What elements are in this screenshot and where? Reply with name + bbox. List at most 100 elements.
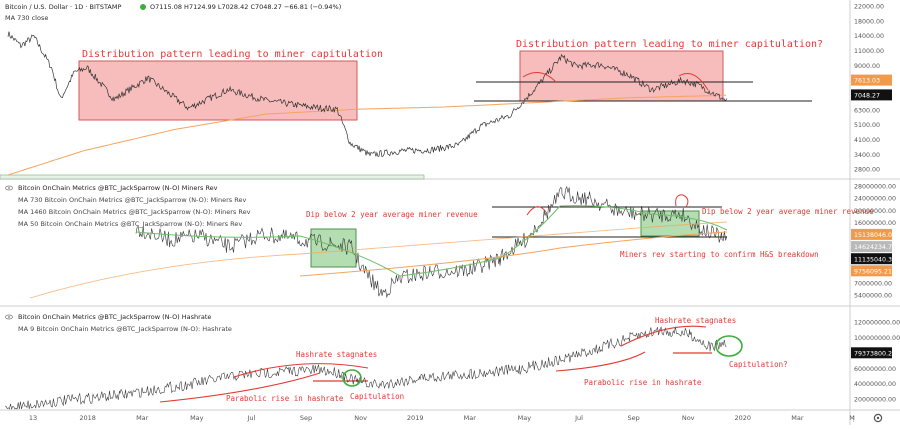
miners-rev-ma730-label[interactable]: MA 730 Bitcoin OnChain Metrics @BTC_Jack…	[18, 196, 246, 204]
miners-rev-ma730-line[interactable]	[299, 231, 728, 277]
time-axis-label: Sep	[627, 414, 639, 422]
time-axis-label: 2018	[79, 414, 96, 422]
log-scale-icon[interactable]: ⋮	[850, 415, 857, 423]
svg-text:⋮: ⋮	[850, 415, 857, 423]
miners-rev-dip-box-2018[interactable]	[310, 228, 357, 268]
annotation-distribution-2019: Distribution pattern leading to miner ca…	[516, 39, 823, 50]
miners-axis-tick-label: 15138046.00	[854, 232, 896, 239]
price-axis-tick-label: 7048.27	[854, 93, 880, 100]
price-axis-tick-label: 14000.00	[854, 33, 884, 40]
price-legend: Bitcoin / U.S. Dollar · 1D · BITSTAMP O7…	[5, 3, 341, 22]
symbol-title[interactable]: Bitcoin / U.S. Dollar · 1D · BITSTAMP	[5, 3, 121, 11]
time-axis-label: Mar	[791, 414, 804, 422]
price-axis-tick-label: 18000.00	[854, 18, 884, 25]
price-axis-tick-label: 22000.00	[854, 4, 884, 11]
time-axis-label: 2019	[407, 414, 424, 422]
time-axis-label: Mar	[136, 414, 149, 422]
price-bottom-band	[0, 174, 425, 180]
price-axis-tick-label: 6300.00	[854, 107, 880, 114]
capitulation-circle-2018[interactable]	[342, 369, 362, 387]
annotation-parabolic-2018: Parabolic rise in hashrate	[226, 394, 344, 403]
miners-axis-tick-label: 20000000.00	[854, 208, 896, 215]
annotation-stagnate-2018: Hashrate stagnates	[296, 350, 377, 359]
hashrate-legend: Bitcoin OnChain Metrics @BTC_JackSparrow…	[5, 313, 232, 333]
annotation-parabolic-2019: Parabolic rise in hashrate	[584, 378, 702, 387]
hashrate-line[interactable]	[4, 326, 727, 410]
annotation-distribution-2018: Distribution pattern leading to miner ca…	[82, 49, 383, 60]
shoulder-arc-right	[678, 73, 709, 91]
btc-price-line[interactable]	[7, 31, 728, 157]
time-axis-label: May	[190, 414, 204, 422]
ohlc-readout: O7115.08 H7124.99 L7028.42 C7048.27 −66.…	[150, 3, 341, 11]
shoulder-arc-left	[522, 72, 557, 83]
miners-head-arc	[675, 194, 689, 208]
distribution-box-2018[interactable]	[78, 60, 358, 121]
miners-rev-ma1460-label[interactable]: MA 1460 Bitcoin OnChain Metrics @BTC_Jac…	[18, 208, 251, 216]
miners-legend: Bitcoin OnChain Metrics @BTC_JackSparrow…	[5, 184, 251, 228]
miners-axis-tick-label: 5400000.00	[854, 293, 892, 300]
hash-axis-tick-label: 120000000.00	[854, 320, 900, 327]
price-axis-tag-bg	[851, 89, 892, 101]
hash-axis-tick-label: 79373800.24	[854, 350, 896, 357]
annotation-capitulation-2018: Capitulation	[350, 392, 404, 401]
ma730-price-line[interactable]	[7, 94, 727, 176]
hash-axis-tick-label: 60000000.00	[854, 366, 896, 373]
hashrate-stagnate-arc-2018	[233, 363, 369, 378]
miners-axis-tick-label: 14624234.70	[854, 244, 896, 251]
price-axis-tick-label: 3400.00	[854, 152, 880, 159]
miners-rev-ma1460-line[interactable]	[29, 221, 728, 299]
settings-gear-icon[interactable]	[873, 413, 883, 423]
parabolic-arc-2018	[159, 372, 321, 403]
miners-axis-tick-label: 28000000.00	[854, 184, 896, 191]
eye-icon[interactable]	[5, 185, 13, 191]
capitulation-circle-2019[interactable]	[715, 335, 743, 357]
price-axis-tick-label: 5100.00	[854, 122, 880, 129]
miners-axis-tick-label: 16000000.00	[854, 220, 896, 227]
miners-rev-title[interactable]: Bitcoin OnChain Metrics @BTC_JackSparrow…	[18, 184, 218, 192]
time-axis-label: Nov	[354, 414, 367, 422]
hash-axis-tick-label: 100000000.00	[854, 335, 900, 342]
time-axis-label: Sep	[300, 414, 312, 422]
price-axis-tick-label: 9000.00	[854, 63, 880, 70]
miners-axis-tag-bg	[851, 253, 892, 265]
miners-axis-tag-bg	[851, 241, 892, 253]
miners-axis-tick-label: 9756095.21	[854, 268, 892, 275]
price-axis-tick-label: 2800.00	[854, 167, 880, 174]
hashrate-stagnate-arc-2019	[620, 325, 707, 347]
annotation-dip-2018: Dip below 2 year average miner revenue	[306, 210, 478, 219]
axis-layer: 22000.00 18000.00 14000.00 11000.00 9000.00 7…	[29, 4, 900, 422]
miners-shoulder-arc-left	[526, 206, 547, 216]
miners-rev-ma50-label[interactable]: MA 50 Bitcoin OnChain Metrics @BTC_JackS…	[18, 220, 242, 228]
series-layer	[4, 31, 728, 410]
hashrate-ma9-label[interactable]: MA 9 Bitcoin OnChain Metrics @BTC_JackSp…	[18, 325, 232, 333]
time-axis-label: 2020	[735, 414, 752, 422]
parabolic-arc-2019	[555, 351, 646, 372]
price-axis-tick-label: 4100.00	[854, 137, 880, 144]
miners-axis-tick-label: 7000000.00	[854, 281, 892, 288]
eye-icon[interactable]	[5, 314, 13, 320]
hashrate-title[interactable]: Bitcoin OnChain Metrics @BTC_JackSparrow…	[18, 313, 211, 321]
hash-axis-tick-label: 20000000.00	[854, 397, 896, 404]
ma-730-label[interactable]: MA 730 close	[5, 14, 48, 22]
time-axis-label: Jul	[574, 414, 583, 422]
annotation-dip-2019: Dip below 2 year average miner revenue	[702, 207, 874, 216]
time-axis-label: May	[518, 414, 532, 422]
distribution-box-2019[interactable]	[519, 50, 724, 102]
annotation-capitulation-2019: Capitulation?	[729, 360, 788, 369]
price-axis-tag-bg	[851, 74, 892, 86]
miners-axis-tick-label: 11135040.38	[854, 256, 896, 263]
hash-axis-tick-label: 40000000.00	[854, 381, 896, 388]
price-axis-tick-label: 11000.00	[854, 48, 884, 55]
time-axis-label: M	[849, 414, 855, 422]
time-axis-label: Jul	[246, 414, 255, 422]
price-axis-tick-label: 7613.03	[854, 78, 880, 85]
time-axis-label: Mar	[464, 414, 477, 422]
miners-axis-tag-bg	[851, 265, 892, 277]
miners-rev-line[interactable]	[135, 186, 728, 299]
miners-axis-tick-label: 24000000.00	[854, 196, 896, 203]
miners-rev-ma50-line[interactable]	[135, 205, 728, 277]
hash-axis-tag-bg	[851, 347, 892, 359]
annotation-hs-breakdown: Miners rev starting to confirm H&S break…	[620, 250, 819, 259]
